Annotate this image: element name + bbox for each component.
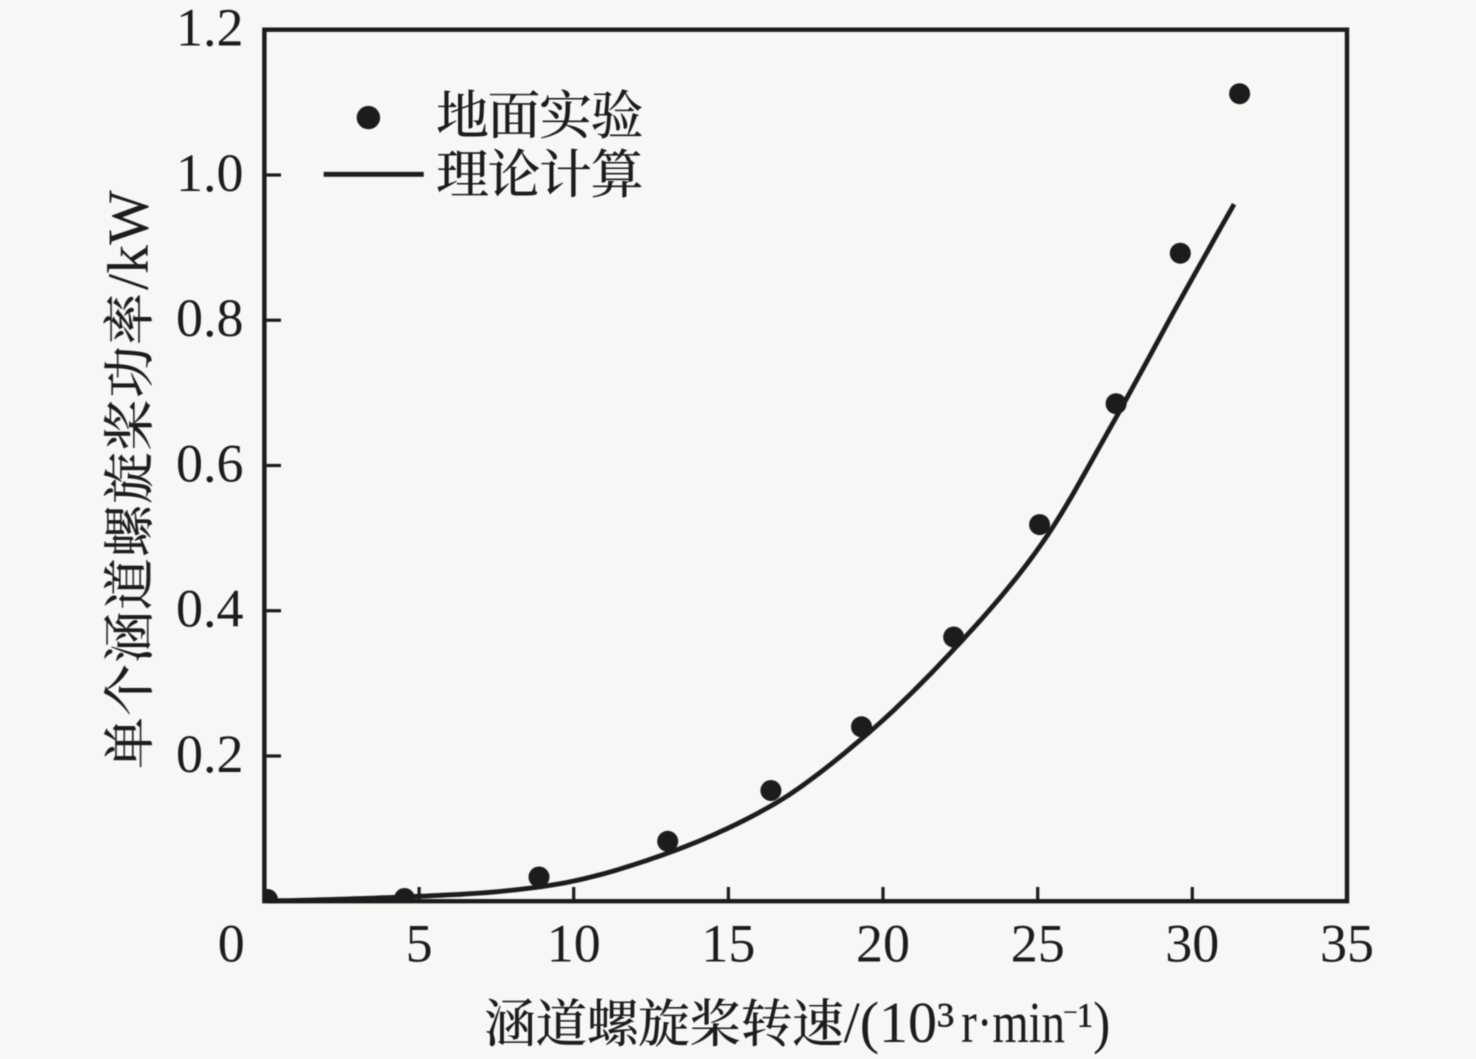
svg-text:−¹): −¹) <box>1063 990 1110 1055</box>
svg-text:r·min: r·min <box>961 991 1065 1055</box>
svg-text:30: 30 <box>1165 914 1219 974</box>
svg-text:/kW: /kW <box>96 190 161 290</box>
svg-text:0.2: 0.2 <box>176 724 244 784</box>
svg-text:20: 20 <box>856 914 910 974</box>
svg-text:/(10³: /(10³ <box>844 990 955 1055</box>
svg-text:35: 35 <box>1320 914 1374 974</box>
svg-text:5: 5 <box>406 914 433 974</box>
svg-text:25: 25 <box>1011 914 1065 974</box>
svg-text:1.0: 1.0 <box>176 143 244 203</box>
svg-text:0.4: 0.4 <box>176 579 244 639</box>
svg-text:0: 0 <box>218 914 245 974</box>
svg-text:0.8: 0.8 <box>176 288 244 348</box>
svg-text:10: 10 <box>547 914 601 974</box>
svg-text:15: 15 <box>701 914 755 974</box>
svg-text:0.6: 0.6 <box>176 434 244 494</box>
svg-text:1.2: 1.2 <box>176 0 244 58</box>
